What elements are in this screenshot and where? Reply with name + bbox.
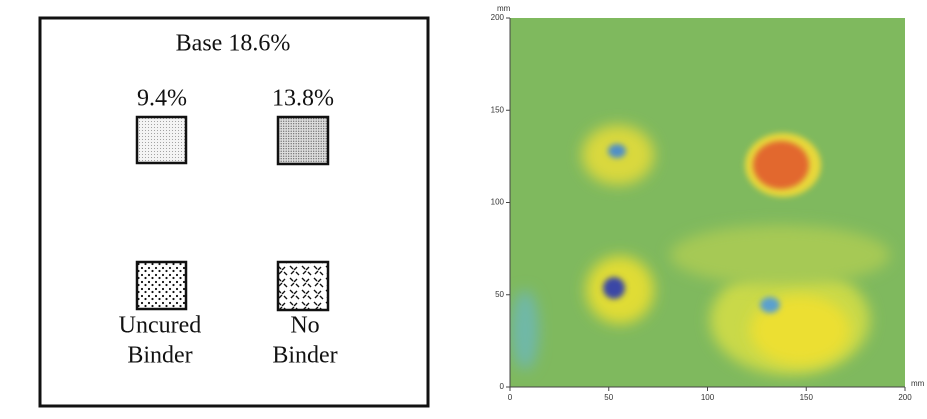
sample-label: Binder [272,343,337,369]
sample-label: 9.4% [137,86,187,112]
sample-label: 13.8% [272,86,334,112]
y-tick-label: 200 [491,13,505,22]
x-tick-label: 50 [604,393,613,402]
figure: Base 18.6% 9.4% 13.8% Uncured Binder No Binde… [0,0,927,419]
y-tick-label: 100 [491,198,505,207]
heatmap-image [510,18,905,387]
sample-square [137,117,186,163]
x-tick-label: 100 [701,393,715,402]
y-tick-label: 0 [500,382,505,391]
sample-square [278,262,328,310]
x-tick-label: 150 [800,393,814,402]
y-tick-label: 150 [491,105,505,114]
x-tick-label: 200 [898,393,912,402]
x-unit-label: mm [911,379,925,388]
y-unit-label: mm [497,4,511,13]
sample-square [278,117,328,164]
x-tick-label: 0 [508,393,513,402]
sample-label: No [290,313,319,339]
y-tick-label: 50 [495,290,504,299]
panel-frame [40,18,428,406]
sample-label: Binder [127,343,192,369]
sample-label: Uncured [119,313,202,339]
diagram-title: Base 18.6% [176,31,291,57]
sample-square [137,262,186,309]
